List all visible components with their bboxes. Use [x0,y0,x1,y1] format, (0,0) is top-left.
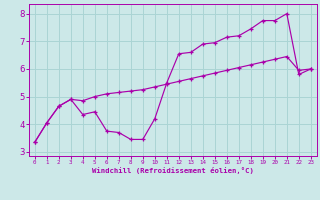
X-axis label: Windchill (Refroidissement éolien,°C): Windchill (Refroidissement éolien,°C) [92,167,254,174]
